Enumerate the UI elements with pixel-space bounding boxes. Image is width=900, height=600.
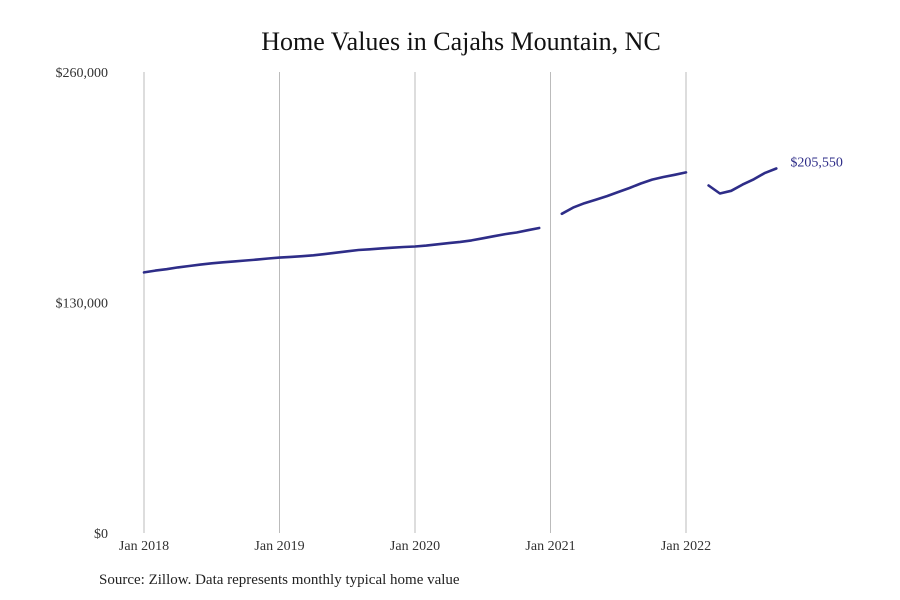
y-tick-label-1: $130,000 xyxy=(56,297,109,312)
y-tick-label-2: $260,000 xyxy=(56,66,109,81)
series-line-segment-0 xyxy=(142,226,541,274)
y-axis-ticks: $0 $130,000 $260,000 xyxy=(56,66,109,542)
chart-title: Home Values in Cajahs Mountain, NC xyxy=(261,27,661,56)
x-tick-label-3: Jan 2021 xyxy=(525,539,575,554)
x-tick-label-0: Jan 2018 xyxy=(119,539,169,554)
series-line-segment-1 xyxy=(560,171,688,216)
source-note: Source: Zillow. Data represents monthly … xyxy=(99,572,460,588)
series-line-segment-2 xyxy=(707,167,778,195)
end-value-label: $205,550 xyxy=(790,156,843,171)
x-axis-ticks: Jan 2018 Jan 2019 Jan 2020 Jan 2021 Jan 2022 xyxy=(119,539,711,554)
y-tick-label-0: $0 xyxy=(94,527,108,542)
x-tick-label-2: Jan 2020 xyxy=(390,539,440,554)
x-tick-label-4: Jan 2022 xyxy=(661,539,711,554)
x-tick-label-1: Jan 2019 xyxy=(254,539,304,554)
grid-lines xyxy=(143,72,687,533)
series-line xyxy=(142,167,778,274)
